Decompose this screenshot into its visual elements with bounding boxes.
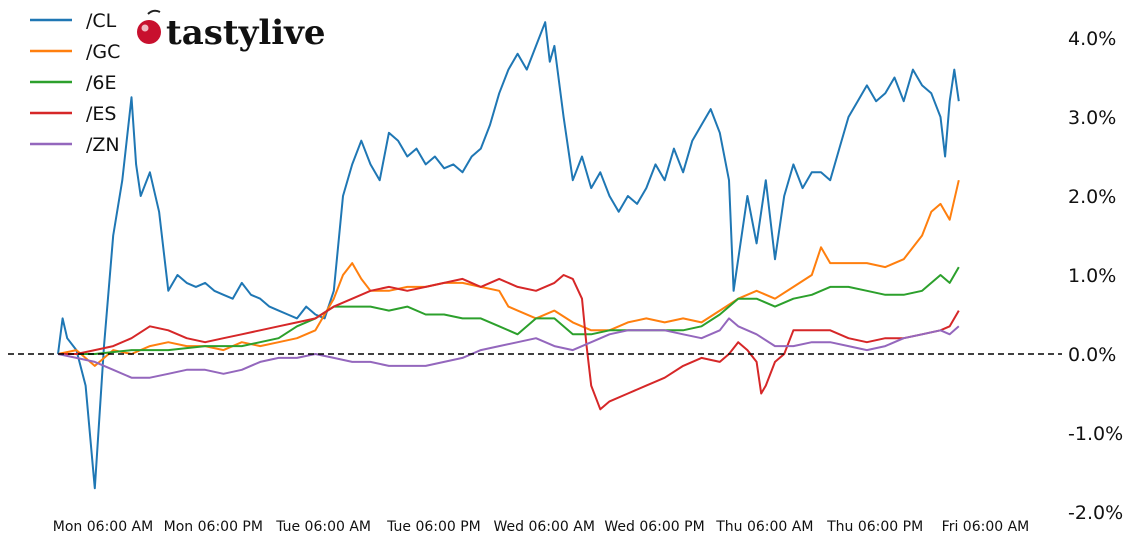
y-axis-ticks: 4.0% 3.0% 2.0% 1.0% 0.0% -1.0% -2.0% [1068, 28, 1123, 524]
logo-text: tastylive [166, 13, 326, 53]
y-tick-label: 1.0% [1068, 265, 1116, 287]
x-tick-label: Mon 06:00 AM [53, 519, 153, 535]
x-tick-label: Tue 06:00 AM [275, 519, 371, 535]
y-tick-label: -2.0% [1068, 502, 1123, 524]
y-tick-label: 0.0% [1068, 344, 1116, 366]
x-tick-label: Tue 06:00 PM [386, 519, 481, 535]
legend: /CL/GC/6E/ES/ZN [30, 10, 120, 156]
series-line-gc [57, 179, 960, 367]
series-line-zn [57, 317, 960, 379]
brand-logo: tastylive [137, 9, 326, 53]
series-line-6e [58, 266, 960, 355]
x-tick-label: Fri 06:00 AM [942, 519, 1030, 535]
cherry-icon [137, 9, 161, 44]
x-tick-label: Thu 06:00 PM [826, 519, 923, 535]
y-tick-label: 3.0% [1068, 107, 1116, 129]
x-tick-label: Thu 06:00 AM [715, 519, 813, 535]
series-line-es [58, 274, 960, 411]
x-tick-label: Mon 06:00 PM [164, 519, 263, 535]
legend-label: /CL [86, 10, 117, 32]
legend-label: /ES [86, 103, 116, 125]
y-tick-label: -1.0% [1068, 423, 1123, 445]
legend-label: /GC [86, 41, 120, 63]
x-axis-ticks: Mon 06:00 AM Mon 06:00 PM Tue 06:00 AM Tue … [53, 519, 1029, 535]
x-tick-label: Wed 06:00 PM [604, 519, 704, 535]
y-tick-label: 4.0% [1068, 28, 1116, 50]
legend-label: /6E [86, 72, 117, 94]
legend-label: /ZN [86, 134, 120, 156]
x-tick-label: Wed 06:00 AM [494, 519, 595, 535]
series-lines [57, 21, 960, 490]
series-line-cl [57, 21, 960, 490]
y-tick-label: 2.0% [1068, 186, 1116, 208]
